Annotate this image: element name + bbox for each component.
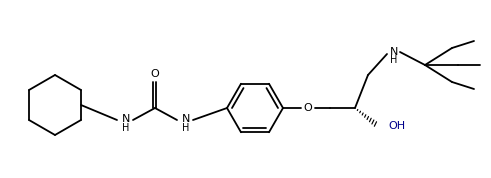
Text: H: H <box>122 123 130 133</box>
Text: OH: OH <box>388 121 406 131</box>
Text: N: N <box>182 114 190 124</box>
Text: N: N <box>122 114 130 124</box>
Text: O: O <box>303 103 312 113</box>
Text: H: H <box>390 55 398 65</box>
Text: O: O <box>151 69 160 79</box>
Text: H: H <box>182 123 190 133</box>
Text: N: N <box>390 47 398 57</box>
